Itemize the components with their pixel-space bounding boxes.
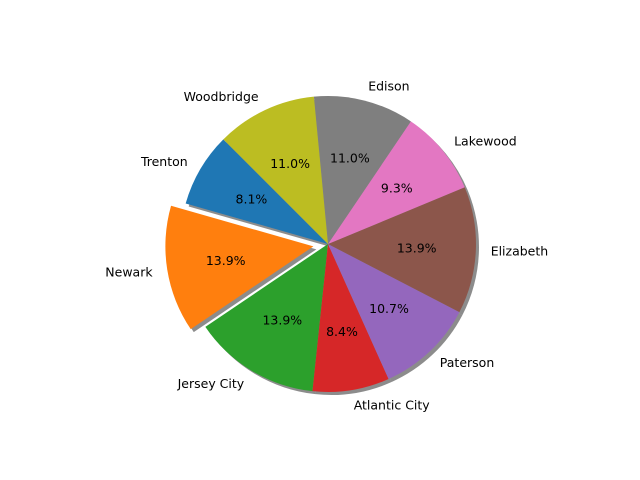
slice-jersey-city xyxy=(205,244,328,392)
slice-atlantic-city xyxy=(312,244,389,392)
label-trenton: Trenton xyxy=(140,154,188,169)
label-lakewood: Lakewood xyxy=(454,134,517,149)
slice-woodbridge xyxy=(223,96,328,245)
pie-labels: Trenton 8.1% Newark 13.9% Jersey City 13.9% At… xyxy=(105,79,548,413)
pct-paterson: 10.7% xyxy=(369,301,409,316)
pct-edison: 11.0% xyxy=(330,150,370,165)
pct-trenton: 8.1% xyxy=(236,192,268,207)
label-jersey-city: Jersey City xyxy=(177,376,245,391)
label-edison: Edison xyxy=(368,79,409,94)
pct-woodbridge: 11.0% xyxy=(270,156,310,171)
slice-trenton xyxy=(185,139,328,244)
pct-atlantic-city: 8.4% xyxy=(326,324,358,339)
slice-newark xyxy=(165,205,314,330)
slice-lakewood xyxy=(328,121,465,244)
pct-elizabeth: 13.9% xyxy=(397,240,437,255)
slice-paterson xyxy=(328,244,460,380)
pct-jersey-city: 13.9% xyxy=(262,313,302,328)
label-atlantic-city: Atlantic City xyxy=(354,397,431,412)
label-elizabeth: Elizabeth xyxy=(491,243,549,258)
label-newark: Newark xyxy=(105,265,153,280)
slice-edison xyxy=(313,96,411,245)
pie-wedges xyxy=(165,96,476,392)
pct-newark: 13.9% xyxy=(206,253,246,268)
label-woodbridge: Woodbridge xyxy=(184,89,259,104)
pct-lakewood: 9.3% xyxy=(381,180,413,195)
label-paterson: Paterson xyxy=(440,355,494,370)
slice-elizabeth xyxy=(328,187,476,313)
